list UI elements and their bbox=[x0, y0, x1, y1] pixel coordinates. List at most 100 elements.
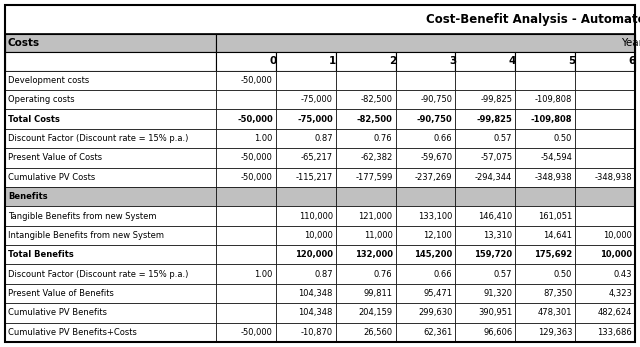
Bar bbox=[396, 323, 456, 342]
Bar bbox=[5, 245, 216, 264]
Bar bbox=[456, 148, 515, 168]
Bar bbox=[396, 168, 456, 187]
Text: 121,000: 121,000 bbox=[358, 212, 392, 221]
Bar bbox=[456, 206, 515, 226]
Bar bbox=[515, 264, 575, 284]
Text: 0.76: 0.76 bbox=[374, 270, 392, 279]
Text: Benefits: Benefits bbox=[8, 192, 47, 201]
Bar bbox=[396, 245, 456, 264]
Bar bbox=[515, 323, 575, 342]
Text: -75,000: -75,000 bbox=[297, 115, 333, 124]
Text: -348,938: -348,938 bbox=[595, 173, 632, 182]
Text: -50,000: -50,000 bbox=[241, 173, 273, 182]
Bar bbox=[396, 129, 456, 148]
Text: 2: 2 bbox=[389, 57, 396, 66]
Text: -59,670: -59,670 bbox=[420, 153, 452, 162]
Text: -50,000: -50,000 bbox=[237, 115, 273, 124]
Text: 99,811: 99,811 bbox=[364, 289, 392, 298]
Text: 161,051: 161,051 bbox=[538, 212, 572, 221]
Bar bbox=[515, 206, 575, 226]
Bar bbox=[276, 129, 336, 148]
Text: -348,938: -348,938 bbox=[534, 173, 572, 182]
Text: -62,382: -62,382 bbox=[360, 153, 392, 162]
Text: -109,808: -109,808 bbox=[531, 115, 572, 124]
Bar bbox=[396, 226, 456, 245]
Text: Present Value of Benefits: Present Value of Benefits bbox=[8, 289, 114, 298]
Bar bbox=[396, 71, 456, 90]
Bar bbox=[216, 245, 276, 264]
Text: 110,000: 110,000 bbox=[299, 212, 333, 221]
Bar bbox=[5, 303, 216, 323]
Bar bbox=[276, 148, 336, 168]
Text: 0.50: 0.50 bbox=[554, 134, 572, 143]
Bar bbox=[336, 264, 396, 284]
Text: 1: 1 bbox=[329, 57, 337, 66]
Bar bbox=[575, 284, 635, 303]
Text: 13,310: 13,310 bbox=[483, 231, 512, 240]
Bar bbox=[5, 52, 216, 71]
Text: -90,750: -90,750 bbox=[417, 115, 452, 124]
Text: 26,560: 26,560 bbox=[364, 328, 392, 337]
Bar bbox=[5, 90, 216, 109]
Bar bbox=[216, 168, 276, 187]
Bar bbox=[456, 71, 515, 90]
Bar bbox=[336, 206, 396, 226]
Text: 10,000: 10,000 bbox=[600, 250, 632, 259]
Bar bbox=[575, 168, 635, 187]
Text: 146,410: 146,410 bbox=[478, 212, 512, 221]
Bar bbox=[5, 226, 216, 245]
Bar bbox=[575, 129, 635, 148]
Bar bbox=[276, 245, 336, 264]
Bar bbox=[575, 264, 635, 284]
Bar bbox=[456, 168, 515, 187]
Text: 0: 0 bbox=[269, 57, 276, 66]
Bar bbox=[5, 34, 216, 52]
Bar bbox=[515, 90, 575, 109]
Bar bbox=[456, 90, 515, 109]
Bar bbox=[216, 90, 276, 109]
Bar bbox=[515, 129, 575, 148]
Bar bbox=[456, 187, 515, 206]
Text: 0.87: 0.87 bbox=[314, 134, 333, 143]
Bar bbox=[396, 148, 456, 168]
Bar bbox=[276, 168, 336, 187]
Text: 87,350: 87,350 bbox=[543, 289, 572, 298]
Text: 4: 4 bbox=[509, 57, 516, 66]
Bar bbox=[5, 129, 216, 148]
Bar bbox=[5, 264, 216, 284]
Bar bbox=[336, 148, 396, 168]
Text: 14,641: 14,641 bbox=[543, 231, 572, 240]
Bar bbox=[515, 109, 575, 129]
Bar bbox=[515, 71, 575, 90]
Text: Cost-Benefit Analysis - Automated Customer Invoicing System: Cost-Benefit Analysis - Automated Custom… bbox=[426, 13, 640, 26]
Text: Total Benefits: Total Benefits bbox=[8, 250, 74, 259]
Bar bbox=[276, 187, 336, 206]
Bar bbox=[456, 129, 515, 148]
Bar bbox=[276, 323, 336, 342]
Text: 0.87: 0.87 bbox=[314, 270, 333, 279]
Text: 10,000: 10,000 bbox=[304, 231, 333, 240]
Text: -54,594: -54,594 bbox=[540, 153, 572, 162]
Text: Year: Year bbox=[621, 38, 640, 48]
Text: -99,825: -99,825 bbox=[476, 115, 512, 124]
Text: -10,870: -10,870 bbox=[301, 328, 333, 337]
Text: -50,000: -50,000 bbox=[241, 328, 273, 337]
Bar bbox=[276, 206, 336, 226]
Text: Intangible Benefits from new System: Intangible Benefits from new System bbox=[8, 231, 164, 240]
Bar bbox=[336, 303, 396, 323]
Text: 120,000: 120,000 bbox=[295, 250, 333, 259]
Text: -109,808: -109,808 bbox=[535, 95, 572, 104]
Bar bbox=[5, 71, 216, 90]
Bar bbox=[5, 148, 216, 168]
Bar bbox=[396, 264, 456, 284]
Bar bbox=[336, 52, 396, 71]
Bar bbox=[216, 129, 276, 148]
Bar bbox=[396, 187, 456, 206]
Text: 95,471: 95,471 bbox=[424, 289, 452, 298]
Bar bbox=[456, 284, 515, 303]
Bar bbox=[515, 284, 575, 303]
Bar bbox=[216, 323, 276, 342]
Text: 0.50: 0.50 bbox=[554, 270, 572, 279]
Text: 4,323: 4,323 bbox=[608, 289, 632, 298]
Text: 1.00: 1.00 bbox=[255, 134, 273, 143]
